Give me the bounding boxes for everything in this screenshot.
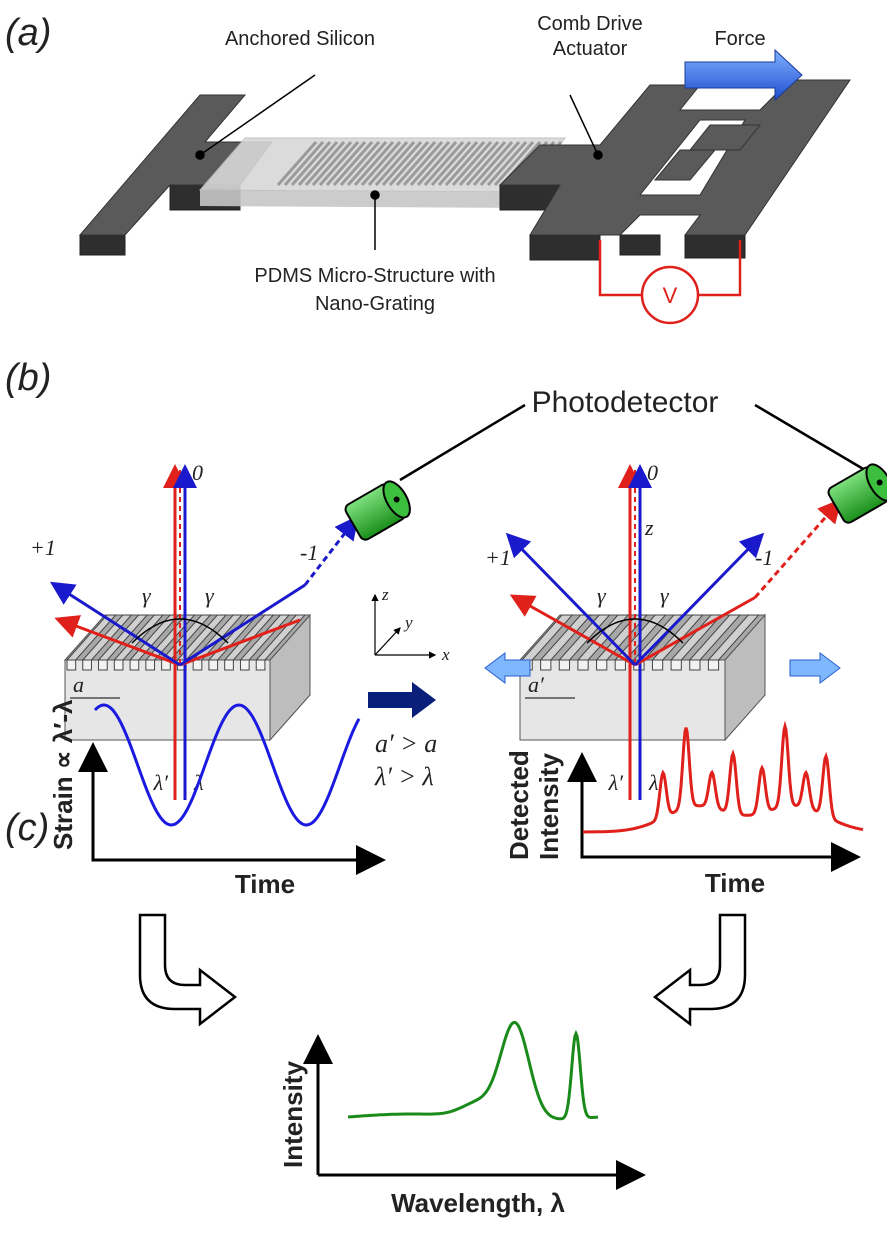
block-front bbox=[520, 660, 725, 740]
ridge-front bbox=[193, 660, 202, 670]
period-label: a bbox=[73, 672, 84, 697]
panel-a: (a) V Anchored Silicon Comb Drive Actuat… bbox=[5, 12, 850, 323]
z-label: z bbox=[644, 515, 654, 540]
x-axis-label: Time bbox=[705, 868, 765, 898]
stretch-arrow bbox=[368, 682, 436, 718]
comb-drive bbox=[500, 80, 850, 260]
leaders-part bbox=[371, 191, 379, 199]
y-axis-label: Intensity bbox=[534, 753, 564, 860]
ridge-front bbox=[671, 660, 681, 670]
ridge-front bbox=[67, 660, 76, 670]
ridge-front bbox=[708, 660, 718, 670]
leaders-part bbox=[594, 151, 602, 159]
ridge-front bbox=[597, 660, 607, 670]
flow-arrow bbox=[655, 915, 745, 1024]
stretch-arrow bbox=[790, 653, 840, 683]
gamma-label: γ bbox=[597, 583, 607, 608]
order-label: -1 bbox=[755, 545, 773, 570]
y-axis-label: Detected bbox=[504, 750, 534, 860]
pdms-label: Nano-Grating bbox=[315, 293, 435, 315]
grating-block: 0 +1 -1 γ γ a′ λ′ λ z bbox=[485, 460, 887, 800]
order-label: 0 bbox=[647, 460, 658, 485]
photodetector bbox=[343, 477, 415, 542]
ridge-front bbox=[130, 660, 139, 670]
panel-label: (a) bbox=[5, 12, 51, 54]
ridge-front bbox=[83, 660, 92, 670]
wavelength-label: λ′ bbox=[153, 770, 170, 795]
order-label: -1 bbox=[300, 540, 318, 565]
ridge-front bbox=[99, 660, 108, 670]
ridge-front bbox=[114, 660, 123, 670]
comb-label: Actuator bbox=[553, 38, 628, 60]
pdms-structure-part bbox=[200, 190, 525, 208]
ridge-front bbox=[256, 660, 265, 670]
ridge-front bbox=[578, 660, 588, 670]
photodetector-label: Photodetector bbox=[532, 386, 719, 419]
photodetector bbox=[826, 460, 887, 525]
panel-label: (b) bbox=[5, 357, 51, 399]
order-label: 0 bbox=[192, 460, 203, 485]
panel-label: (c) bbox=[5, 807, 49, 849]
flow-arrow bbox=[140, 915, 235, 1024]
ridge-front bbox=[541, 660, 551, 670]
y-axis-label: Intensity bbox=[278, 1061, 308, 1168]
gamma-label: γ bbox=[142, 583, 152, 608]
block-front bbox=[65, 660, 270, 740]
detector-cable bbox=[400, 405, 525, 480]
force-label: Force bbox=[714, 28, 765, 50]
spectrum-curve bbox=[348, 1022, 598, 1118]
axis-y: y bbox=[403, 613, 413, 632]
axis-z: z bbox=[381, 585, 389, 604]
leaders-part bbox=[196, 151, 204, 159]
intensity-curve bbox=[583, 726, 863, 832]
relation: a′ > a bbox=[375, 729, 437, 758]
order-label: +1 bbox=[485, 545, 511, 570]
wavelength-label: λ′ bbox=[608, 770, 625, 795]
axis-x: x bbox=[441, 645, 450, 664]
comb-label: Comb Drive bbox=[537, 13, 643, 35]
x-axis-label: Time bbox=[235, 869, 295, 899]
figure: (a) V Anchored Silicon Comb Drive Actuat… bbox=[0, 0, 887, 1253]
panel-c: (c) Strain ∝ λ′-λ Time Detected Intensit… bbox=[5, 699, 863, 1218]
anchor-part bbox=[80, 235, 125, 255]
anchored-label: Anchored Silicon bbox=[225, 28, 375, 50]
ridge-front bbox=[615, 660, 625, 670]
wavelength-label: λ bbox=[648, 770, 659, 795]
pdms-label: PDMS Micro-Structure with bbox=[254, 265, 495, 287]
ridge-front bbox=[209, 660, 218, 670]
period-label: a′ bbox=[528, 672, 545, 697]
ridge-front bbox=[559, 660, 569, 670]
panel-b-part: 0 +1 -1 γ γ a λ′ λ0 +1 -1 γ γ a′ λ′ λ z bbox=[30, 460, 887, 800]
ridge-front bbox=[225, 660, 234, 670]
order-label: +1 bbox=[30, 535, 56, 560]
ridge-front bbox=[652, 660, 662, 670]
comb-drive-part bbox=[620, 235, 660, 255]
relation: λ′ > λ bbox=[374, 762, 434, 791]
comb-drive-part bbox=[530, 235, 600, 260]
ridge-front bbox=[690, 660, 700, 670]
voltage-label: V bbox=[663, 283, 678, 308]
panel-b: (b) Photodetector 0 +1 -1 γ γ a λ′ λ 0 +1 -1 γ γ a′ λ′… bbox=[5, 357, 887, 800]
ridge-front bbox=[146, 660, 155, 670]
gamma-label: γ bbox=[205, 583, 215, 608]
x-axis-label: Wavelength, λ bbox=[391, 1188, 565, 1218]
coord-axes-part bbox=[375, 628, 400, 655]
y-axis-label: Strain ∝ λ′-λ bbox=[48, 699, 78, 850]
gamma-label: γ bbox=[660, 583, 670, 608]
detector-cable bbox=[755, 405, 865, 470]
ridge-front bbox=[240, 660, 249, 670]
comb-drive-part bbox=[685, 235, 745, 258]
